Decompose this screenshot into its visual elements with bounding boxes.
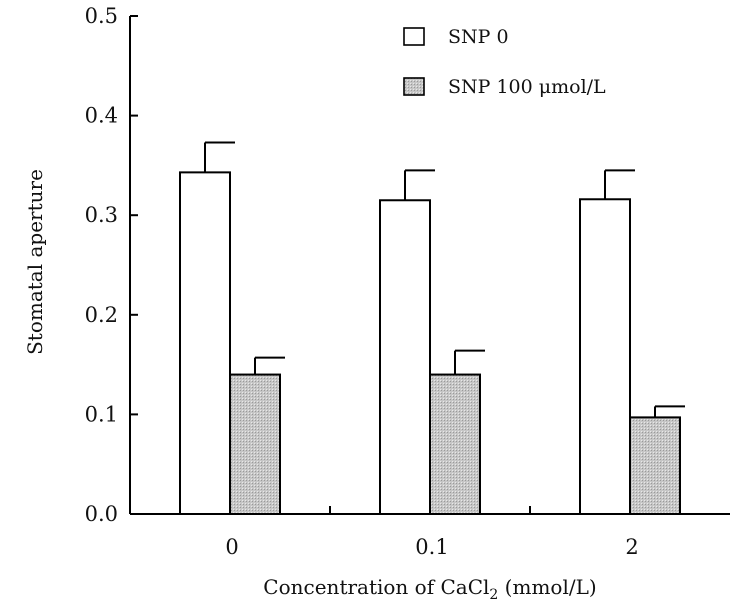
x-tick-label: 0.1 <box>415 535 448 559</box>
bar-snp100-1 <box>429 373 481 515</box>
bars <box>179 171 681 515</box>
y-tick-label: 0.2 <box>85 303 118 327</box>
error-bars <box>204 141 685 418</box>
y-ticks: 0.0 0.1 0.2 0.3 0.4 0.5 <box>85 4 138 526</box>
x-ticks: 0 0.1 2 <box>225 506 639 559</box>
x-axis-title: Concentration of CaCl2 (mmol/L) <box>263 575 596 603</box>
y-tick-label: 0.1 <box>85 402 118 426</box>
x-tick-label: 2 <box>625 535 638 559</box>
x-tick-label: 0 <box>225 535 238 559</box>
y-tick-label: 0.4 <box>85 104 118 128</box>
y-axis-title: Stomatal aperture <box>23 169 47 355</box>
bar-snp100-2 <box>629 416 681 515</box>
bar-snp0-0 <box>179 171 231 515</box>
bar-snp0-1 <box>379 199 431 515</box>
bar-snp0-2 <box>579 198 631 515</box>
y-tick-label: 0.0 <box>85 502 118 526</box>
y-tick-label: 0.3 <box>85 203 118 227</box>
legend-label-snp0: SNP 0 <box>448 26 509 48</box>
legend-label-snp100: SNP 100 μmol/L <box>448 76 606 98</box>
legend: SNP 0 SNP 100 μmol/L <box>403 26 606 98</box>
legend-swatch-snp100 <box>403 77 425 96</box>
y-tick-label: 0.5 <box>85 4 118 28</box>
legend-swatch-snp0 <box>403 27 425 46</box>
bar-snp100-0 <box>229 373 281 515</box>
